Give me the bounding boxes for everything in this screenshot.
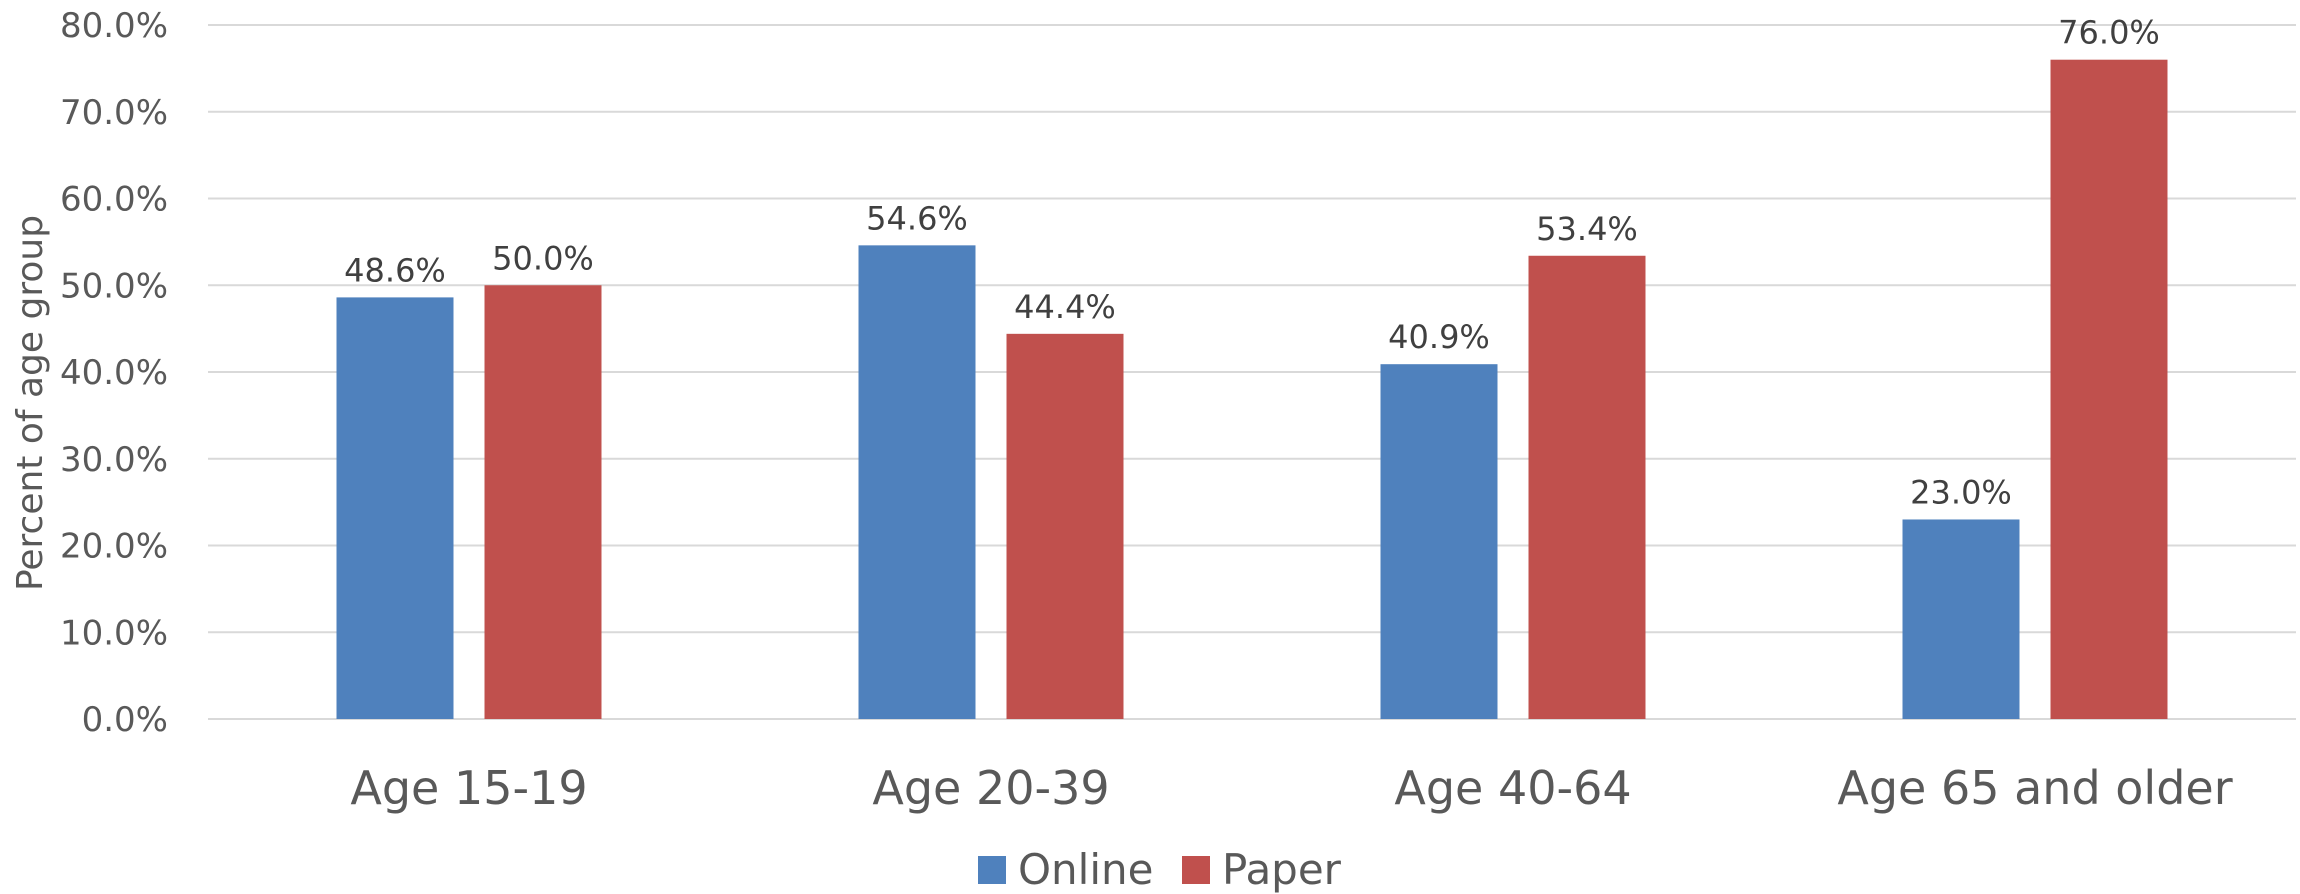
y-tick-label: 80.0% bbox=[60, 6, 168, 46]
legend-swatch-paper bbox=[1182, 856, 1210, 884]
x-axis-categories: Age 15-19 Age 20-39 Age 40-64 Age 65 and ol… bbox=[350, 761, 2232, 815]
y-tick-label: 0.0% bbox=[82, 700, 168, 740]
data-label-online: 48.6% bbox=[344, 251, 446, 289]
y-tick-label: 40.0% bbox=[60, 353, 168, 393]
legend-label-paper: Paper bbox=[1222, 845, 1342, 894]
x-category-label: Age 15-19 bbox=[350, 761, 587, 815]
bars bbox=[336, 59, 2168, 719]
data-label-paper: 53.4% bbox=[1536, 210, 1638, 248]
bar-paper bbox=[1528, 255, 1646, 719]
data-label-paper: 44.4% bbox=[1014, 288, 1116, 326]
bar-paper bbox=[1006, 333, 1124, 719]
data-label-paper: 76.0% bbox=[2058, 14, 2160, 52]
y-tick-label: 50.0% bbox=[60, 266, 168, 306]
y-tick-label: 70.0% bbox=[60, 93, 168, 133]
legend-label-online: Online bbox=[1018, 845, 1153, 894]
y-tick-label: 60.0% bbox=[60, 180, 168, 220]
y-tick-label: 20.0% bbox=[60, 527, 168, 567]
bar-paper bbox=[2050, 59, 2168, 719]
x-category-label: Age 65 and older bbox=[1837, 761, 2232, 815]
bar-online bbox=[1902, 519, 2020, 719]
x-category-label: Age 40-64 bbox=[1394, 761, 1631, 815]
data-label-online: 40.9% bbox=[1388, 318, 1490, 356]
y-axis-title: Percent of age group bbox=[10, 215, 51, 591]
data-labels: 48.6% 50.0% 54.6% 44.4% 40.9% 53.4% 23.0% 76.0% bbox=[344, 14, 2160, 512]
y-tick-label: 10.0% bbox=[60, 613, 168, 653]
bar-online bbox=[336, 297, 454, 719]
data-label-online: 54.6% bbox=[866, 199, 968, 237]
data-label-online: 23.0% bbox=[1910, 473, 2012, 511]
y-axis-ticks: 0.0% 10.0% 20.0% 30.0% 40.0% 50.0% 60.0% 70.0% 8… bbox=[60, 6, 168, 740]
bar-online bbox=[858, 245, 976, 719]
data-label-paper: 50.0% bbox=[492, 239, 594, 277]
bar-paper bbox=[484, 285, 602, 719]
bar-online bbox=[1380, 364, 1498, 719]
y-tick-label: 30.0% bbox=[60, 440, 168, 480]
legend: Online Paper bbox=[978, 845, 1342, 894]
legend-swatch-online bbox=[978, 856, 1006, 884]
x-category-label: Age 20-39 bbox=[872, 761, 1109, 815]
